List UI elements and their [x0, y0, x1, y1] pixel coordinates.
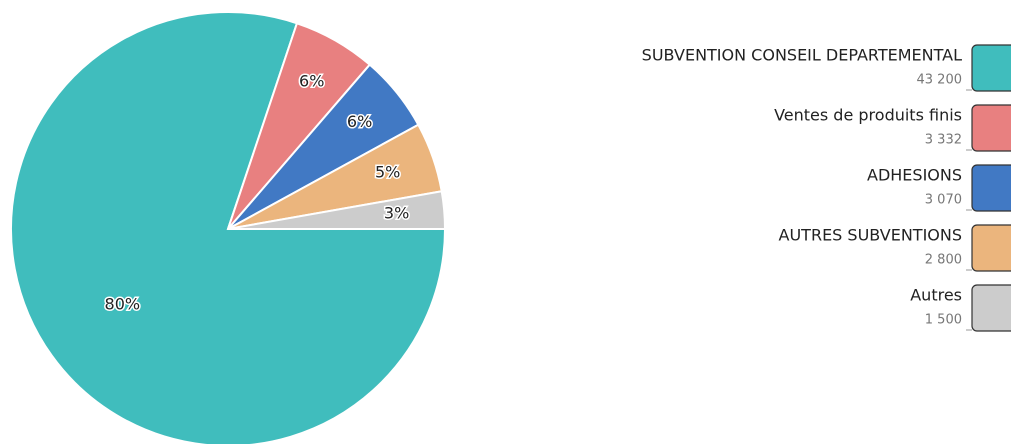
- slice-label: 5%: [375, 162, 400, 181]
- legend-label: ADHESIONS: [867, 166, 962, 185]
- legend-swatch: [971, 44, 1011, 92]
- legend-swatch: [971, 224, 1011, 272]
- legend-value: 3 070: [925, 193, 962, 208]
- slice-label: 6%: [347, 112, 372, 131]
- legend-label: SUBVENTION CONSEIL DEPARTEMENTAL: [642, 46, 962, 65]
- legend-swatch: [971, 104, 1011, 152]
- slice-label: 3%: [384, 204, 409, 223]
- legend-value: 43 200: [917, 73, 963, 88]
- legend-swatch: [971, 164, 1011, 212]
- slice-label: 80%: [105, 295, 141, 314]
- pie-slice: [227, 190, 447, 230]
- legend-label: AUTRES SUBVENTIONS: [779, 226, 962, 245]
- legend-value: 2 800: [925, 253, 962, 268]
- slice-label: 6%: [299, 71, 324, 90]
- legend-value: 3 332: [925, 133, 962, 148]
- legend-label: Autres: [910, 286, 962, 305]
- legend-label: Ventes de produits finis: [774, 106, 962, 125]
- legend-swatch: [971, 284, 1011, 332]
- legend-value: 1 500: [925, 313, 962, 328]
